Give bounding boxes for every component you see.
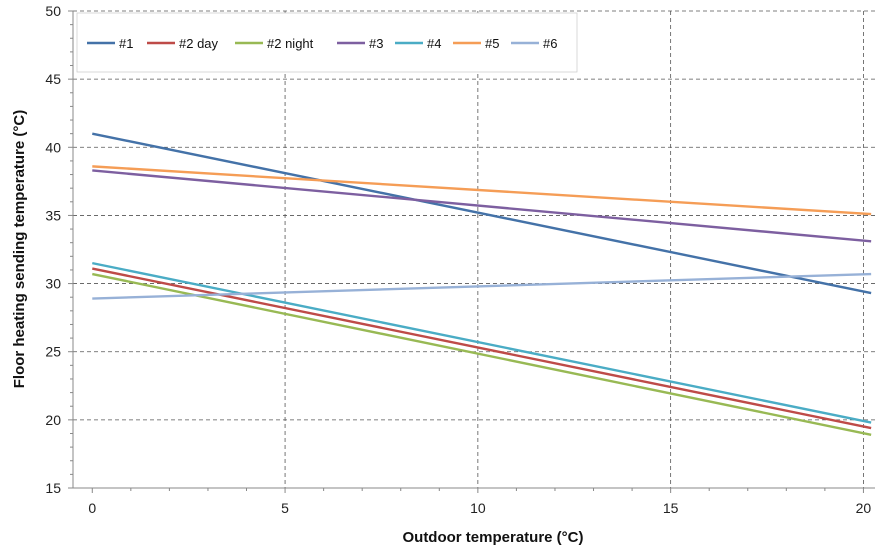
series-lines bbox=[92, 132, 872, 437]
y-tick-label: 50 bbox=[45, 3, 61, 19]
y-tick-label: 15 bbox=[45, 480, 61, 496]
legend-label: #3 bbox=[369, 36, 383, 51]
y-tick-label: 35 bbox=[45, 207, 61, 223]
series-line-7 bbox=[92, 272, 872, 300]
y-tick-label: 45 bbox=[45, 71, 61, 87]
series-line-3 bbox=[92, 272, 872, 437]
legend-label: #2 night bbox=[267, 36, 314, 51]
axes bbox=[68, 10, 875, 493]
x-tick-label: 15 bbox=[663, 500, 679, 516]
y-axis-title: Floor heating sending temperature (°C) bbox=[11, 110, 28, 389]
series-line-2 bbox=[92, 267, 872, 430]
x-tick-label: 10 bbox=[470, 500, 486, 516]
legend-label: #2 day bbox=[179, 36, 219, 51]
series-line-4 bbox=[92, 169, 872, 243]
y-tick-label: 25 bbox=[45, 344, 61, 360]
y-tick-label: 20 bbox=[45, 412, 61, 428]
x-tick-label: 0 bbox=[88, 500, 96, 516]
x-axis-title: Outdoor temperature (°C) bbox=[402, 529, 583, 546]
tick-labels: 15 20 25 30 35 40 45 50 0 5 10 15 20 bbox=[45, 3, 871, 516]
series-line-6 bbox=[92, 165, 872, 216]
grid bbox=[73, 10, 875, 488]
series-line-5 bbox=[92, 261, 872, 424]
x-tick-label: 5 bbox=[281, 500, 289, 516]
legend: #1 #2 day #2 night #3 #4 #5 #6 bbox=[76, 12, 578, 73]
legend-label: #5 bbox=[485, 36, 499, 51]
x-tick-label: 20 bbox=[856, 500, 872, 516]
legend-label: #4 bbox=[427, 36, 441, 51]
y-tick-label: 40 bbox=[45, 139, 61, 155]
y-tick-label: 30 bbox=[45, 276, 61, 292]
series-line-1 bbox=[92, 132, 872, 295]
legend-label: #6 bbox=[543, 36, 557, 51]
legend-label: #1 bbox=[119, 36, 133, 51]
